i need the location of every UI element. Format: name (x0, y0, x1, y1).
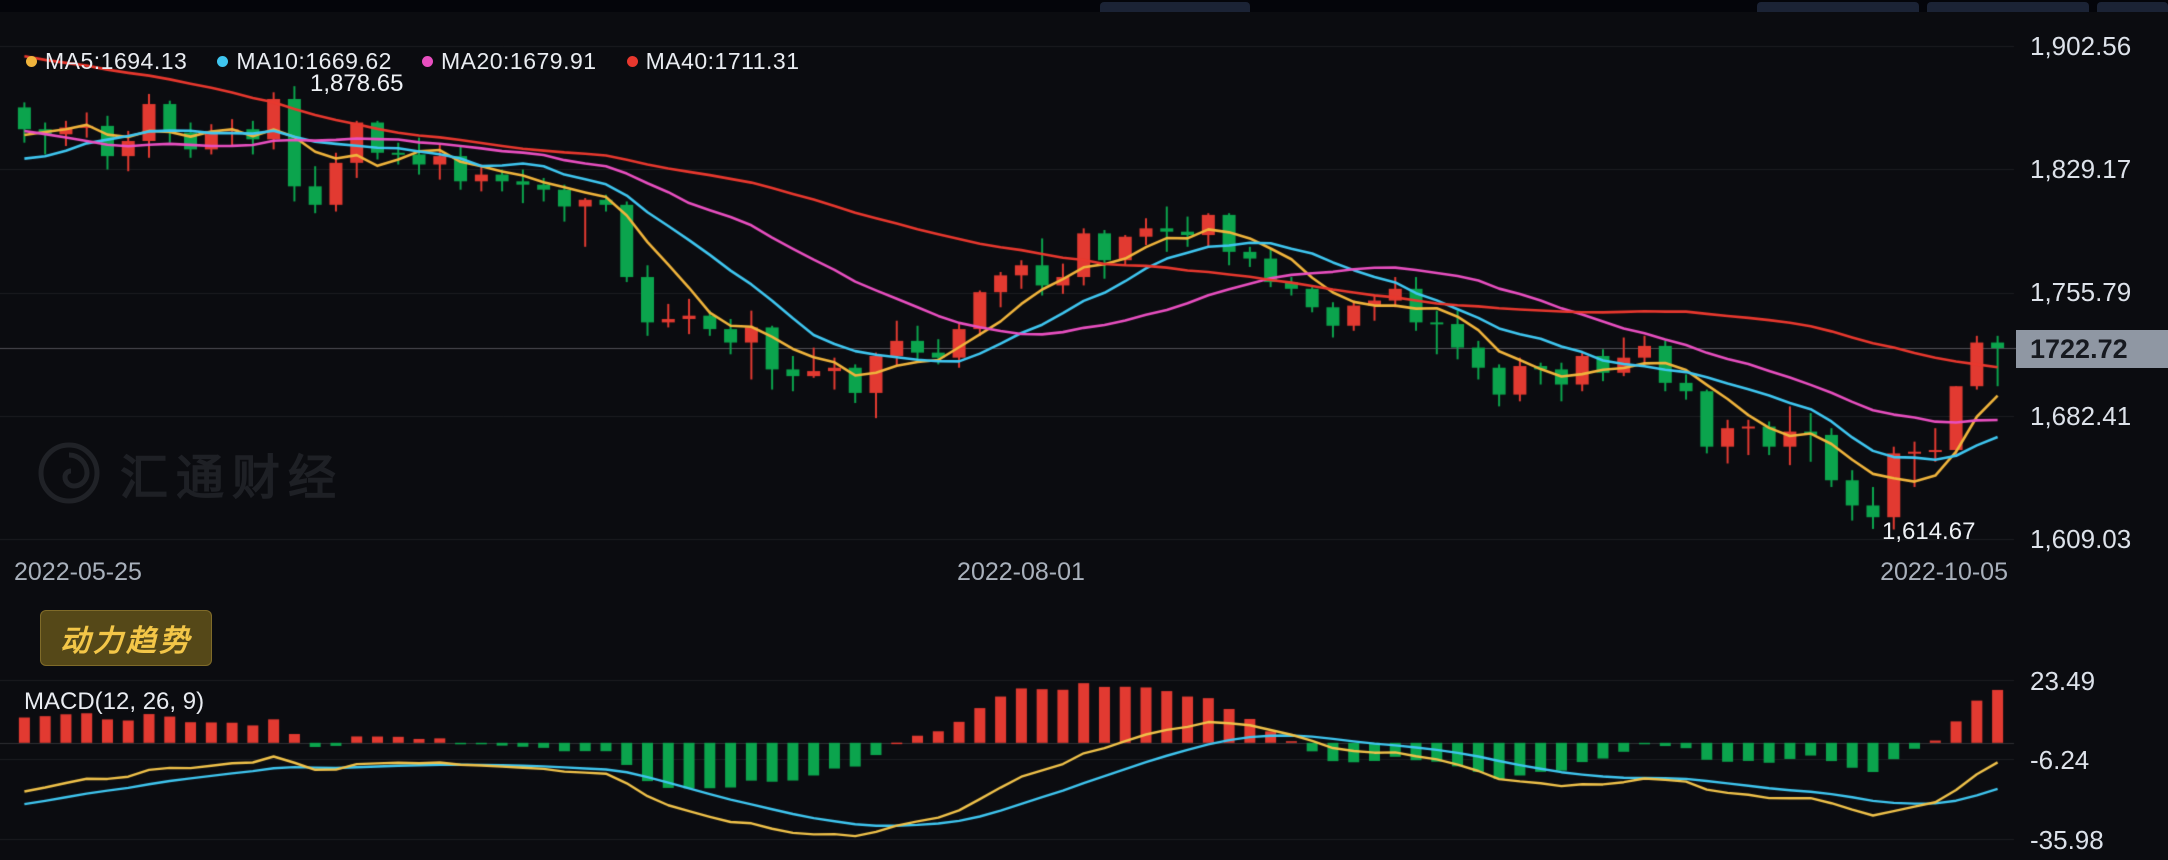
date-label-start: 2022-05-25 (14, 558, 142, 586)
price-tick-2: 1,829.17 (2030, 154, 2132, 184)
ma10-dot-icon (217, 56, 229, 67)
price-tick-3: 1,755.79 (2030, 277, 2132, 307)
price-tick-5: 1,609.03 (2030, 524, 2132, 554)
window-low-annotation: 1,614.67 (1882, 518, 1976, 545)
ma10-legend-label: MA10:1669.62 (236, 48, 392, 74)
price-tick-1: 1,902.56 (2030, 31, 2132, 61)
ma40-legend-label: MA40:1711.31 (645, 48, 800, 74)
ma40-dot-icon (626, 56, 638, 67)
macd-tick-1: 23.49 (2030, 666, 2096, 696)
ma-legend: MA5:1694.13 MA10:1669.62 MA20:1679.91 MA… (26, 48, 799, 75)
ma40-legend-item: MA40:1711.31 (626, 48, 800, 75)
ma20-dot-icon (421, 56, 433, 67)
date-label-mid: 2022-08-01 (957, 558, 1085, 586)
macd-indicator-label: MACD(12, 26, 9) (24, 688, 205, 715)
window-high-annotation: 1,878.65 (310, 70, 404, 97)
ma5-dot-icon (26, 56, 37, 67)
ma10-legend-item: MA10:1669.62 (217, 48, 392, 75)
ma20-legend-item: MA20:1679.91 (421, 48, 597, 75)
price-tick-4: 1,682.41 (2030, 401, 2132, 431)
last-price-badge: 1722.72 (2016, 330, 2168, 368)
macd-indicator-area[interactable] (0, 664, 2014, 856)
ma5-legend-item: MA5:1694.13 (26, 48, 187, 75)
date-label-end: 2022-10-05 (1880, 558, 2008, 586)
main-candlestick-chart-area[interactable] (0, 14, 2014, 554)
macd-tick-3: -35.98 (2030, 825, 2104, 855)
ma20-legend-label: MA20:1679.91 (440, 48, 597, 74)
ma5-legend-label: MA5:1694.13 (45, 48, 188, 74)
momentum-trend-badge[interactable]: 动力趋势 (40, 610, 212, 666)
macd-tick-2: -6.24 (2030, 745, 2090, 775)
